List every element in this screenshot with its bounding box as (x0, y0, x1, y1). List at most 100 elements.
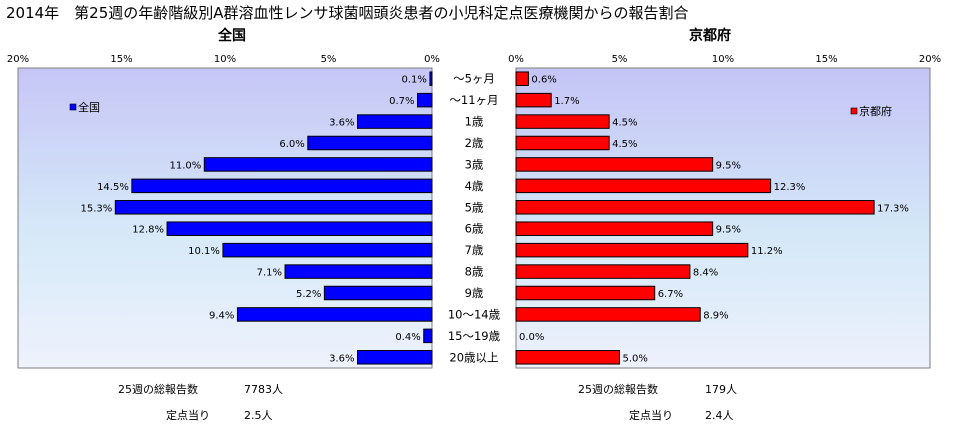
kyoto-per-value: 2.4人 (705, 409, 734, 422)
right-tick-label: 0% (508, 54, 524, 65)
bar-kyoto (515, 350, 620, 365)
data-label-kyoto: 11.2% (751, 246, 783, 257)
left-axis-ticks: 0% 5% 10% 15% 20% (7, 54, 440, 65)
data-label-national: 10.1% (188, 246, 220, 257)
national-per-label: 定点当り (166, 408, 210, 422)
bar-kyoto (515, 178, 772, 194)
category-label: 7歳 (465, 243, 484, 257)
category-label: 8歳 (465, 265, 484, 279)
data-label-kyoto: 5.0% (623, 353, 648, 364)
bar-national (166, 221, 433, 236)
bar-kyoto (515, 92, 552, 108)
bar-national (222, 242, 433, 258)
right-bars: 0.6% 1.7% 4.5% 4.5% 9.5% 12.3% 17.3% 9.5% 11.2% 8… (515, 71, 909, 365)
data-label-national: 6.0% (279, 139, 304, 150)
bar-national (284, 264, 433, 279)
left-tick-label: 15% (110, 54, 132, 65)
legend-right-label: 京都府 (859, 104, 892, 118)
data-label-national: 0.4% (395, 332, 420, 343)
category-label: 15～19歳 (448, 329, 501, 343)
legend-left-label: 全国 (78, 100, 100, 114)
category-label: 1歳 (465, 115, 484, 129)
data-label-kyoto: 4.5% (612, 139, 637, 150)
bar-national (323, 285, 433, 301)
bar-national (429, 71, 433, 86)
bar-kyoto (515, 221, 714, 236)
chart-title: 2014年 第25週の年齢階級別A群溶血性レンサ球菌咽頭炎患者の小児科定点医療機… (6, 4, 689, 22)
right-panel-title: 京都府 (689, 27, 731, 44)
legend-left: 全国 (69, 100, 100, 114)
data-label-national: 3.6% (329, 118, 354, 129)
data-label-kyoto: 4.5% (612, 118, 637, 129)
bar-national (307, 135, 433, 151)
left-tick-label: 20% (7, 54, 29, 65)
bar-national (131, 178, 433, 194)
left-tick-label: 0% (424, 54, 440, 65)
bar-kyoto (515, 135, 610, 151)
bar-national (114, 200, 433, 215)
data-label-kyoto: 12.3% (774, 182, 806, 193)
data-label-kyoto: 8.4% (693, 268, 718, 279)
category-label: 6歳 (465, 222, 484, 236)
kyoto-total-value: 179人 (705, 383, 737, 396)
bar-national (203, 157, 433, 172)
data-label-national: 12.8% (132, 225, 164, 236)
data-label-kyoto: 8.9% (703, 310, 728, 321)
bar-kyoto (515, 71, 529, 86)
legend-right: 京都府 (850, 104, 892, 118)
category-labels: ～5ヶ月 ～11ヶ月 1歳 2歳 3歳 4歳 5歳 6歳 7歳 8歳 9歳 10～14歳 15～19歳 2… (448, 72, 501, 365)
left-tick-label: 5% (321, 54, 337, 65)
legend-left-swatch (69, 103, 77, 111)
right-axis-ticks: 0% 5% 10% 15% 20% (508, 54, 941, 65)
category-label: 9歳 (465, 286, 484, 300)
right-tick-label: 10% (712, 54, 734, 65)
right-tick-label: 5% (612, 54, 628, 65)
category-label: 4歳 (465, 179, 484, 193)
left-panel-title: 全国 (217, 27, 246, 44)
data-label-kyoto: 0.0% (519, 332, 544, 343)
data-label-national: 0.1% (402, 75, 427, 86)
data-label-kyoto: 1.7% (554, 96, 579, 107)
kyoto-per-label: 定点当り (629, 408, 673, 422)
bar-kyoto (515, 307, 701, 322)
data-label-national: 0.7% (389, 96, 414, 107)
bar-kyoto (515, 157, 714, 172)
data-label-kyoto: 17.3% (877, 203, 909, 214)
data-label-kyoto: 0.6% (531, 75, 556, 86)
category-label: 2歳 (465, 136, 484, 150)
data-label-kyoto: 9.5% (716, 160, 741, 171)
bar-national (356, 114, 433, 129)
category-label: 10～14歳 (448, 307, 501, 321)
left-bars: 0.1% 0.7% 3.6% 6.0% 11.0% 14.5% 15.3% 12.8% 10.1… (81, 71, 433, 365)
bar-national (236, 307, 433, 322)
bar-national (417, 92, 433, 108)
national-total-value: 7783人 (244, 383, 283, 396)
category-label: 3歳 (465, 157, 484, 171)
data-label-national: 7.1% (257, 268, 282, 279)
bar-kyoto (515, 285, 656, 301)
data-label-national: 14.5% (97, 182, 129, 193)
category-label: ～5ヶ月 (453, 72, 495, 86)
bar-kyoto (515, 242, 749, 258)
category-label: 5歳 (465, 200, 484, 214)
national-total-label: 25週の総報告数 (118, 382, 198, 396)
data-label-national: 3.6% (329, 353, 354, 364)
data-label-national: 15.3% (81, 203, 113, 214)
legend-right-swatch (850, 107, 858, 115)
bar-national (423, 328, 433, 344)
right-tick-label: 20% (919, 54, 941, 65)
kyoto-total-label: 25週の総報告数 (578, 382, 658, 396)
data-label-national: 5.2% (296, 289, 321, 300)
data-label-national: 9.4% (209, 310, 234, 321)
bar-kyoto (515, 264, 691, 279)
category-label: ～11ヶ月 (449, 93, 498, 107)
data-label-kyoto: 9.5% (716, 225, 741, 236)
national-per-value: 2.5人 (244, 409, 273, 422)
data-label-kyoto: 6.7% (658, 289, 683, 300)
bar-kyoto (515, 200, 875, 215)
data-label-national: 11.0% (170, 160, 202, 171)
bar-national (356, 350, 433, 365)
right-tick-label: 15% (815, 54, 837, 65)
category-label: 20歳以上 (449, 350, 498, 364)
bar-kyoto (515, 114, 610, 129)
